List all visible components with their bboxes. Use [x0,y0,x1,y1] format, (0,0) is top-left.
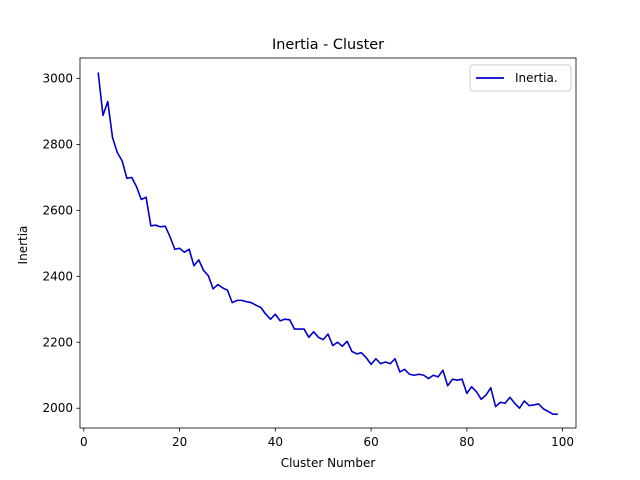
y-tick-label: 2200 [42,335,73,349]
y-axis-ticks: 2000 2200 2400 2600 2800 3000 [42,71,80,415]
x-tick-label: 80 [459,435,474,449]
x-tick-label: 60 [363,435,378,449]
y-tick-label: 2000 [42,401,73,415]
legend-box [469,64,572,92]
x-tick-label: 100 [551,435,574,449]
legend: Inertia. [469,64,572,92]
chart-title: Inertia - Cluster [272,37,384,53]
x-axis-ticks: 0 20 40 60 80 100 [80,428,574,449]
y-axis-label: Inertia [16,226,30,265]
x-axis-label: Cluster Number [281,456,376,470]
y-tick-label: 3000 [42,71,73,85]
y-tick-label: 2400 [42,269,73,283]
y-tick-label: 2800 [42,137,73,151]
x-tick-label: 20 [172,435,187,449]
series-layer [97,72,558,415]
plot-frame [79,57,577,429]
x-tick-label: 0 [80,435,88,449]
legend-label: Inertia. [515,71,558,85]
y-tick-label: 2600 [42,203,73,217]
series-line-0 [97,72,558,415]
x-tick-label: 40 [268,435,283,449]
